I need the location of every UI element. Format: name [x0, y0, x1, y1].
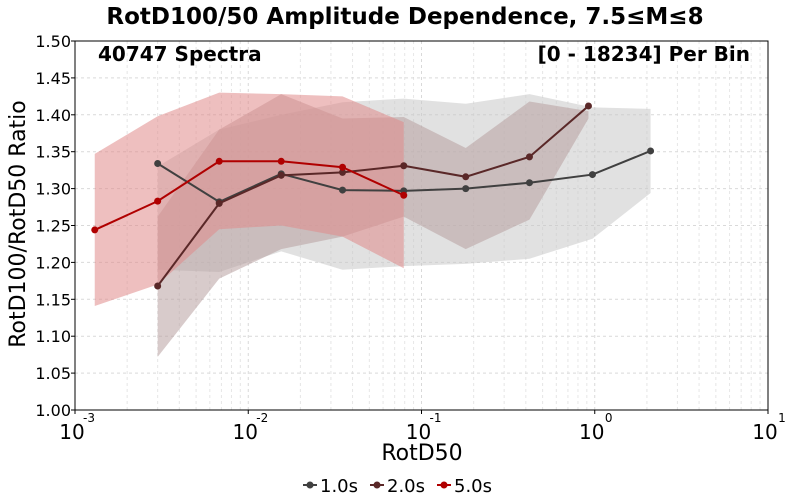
- confidence-bands: [94, 92, 651, 357]
- legend-label-5-0s: 5.0s: [454, 476, 492, 497]
- data-point-2-0s: [400, 162, 408, 170]
- x-tick-label-exponent: 0: [605, 411, 613, 425]
- y-tick-label: 1.40: [35, 106, 71, 125]
- data-point-2-0s: [154, 282, 162, 290]
- y-tick-label: 1.00: [35, 401, 71, 420]
- legend-label-2-0s: 2.0s: [387, 476, 425, 497]
- y-tick-label: 1.45: [35, 69, 71, 88]
- spectra-count-annotation: 40747 Spectra: [98, 42, 262, 66]
- data-point-5-0s: [339, 163, 347, 171]
- x-tick-label-exponent: -1: [430, 411, 442, 425]
- data-point-2-0s: [215, 199, 223, 207]
- legend: 1.0s 2.0s 5.0s: [303, 476, 492, 497]
- y-tick-label: 1.35: [35, 143, 71, 162]
- y-tick-label: 1.25: [35, 217, 71, 236]
- y-tick-label: 1.30: [35, 180, 71, 199]
- per-bin-annotation: [0 - 18234] Per Bin: [538, 42, 750, 66]
- y-tick-label: 1.20: [35, 253, 71, 272]
- chart-title: RotD100/50 Amplitude Dependence, 7.5≤M≤8: [106, 4, 703, 30]
- data-point-1-0s: [154, 160, 162, 168]
- y-tick-label: 1.10: [35, 327, 71, 346]
- y-tick-label: 1.05: [35, 364, 71, 383]
- data-point-5-0s: [277, 157, 285, 165]
- data-point-5-0s: [400, 191, 408, 199]
- data-point-2-0s: [277, 171, 285, 179]
- data-point-2-0s: [584, 102, 592, 110]
- y-axis-ticks: 1.00 1.05 1.10 1.15 1.20 1.25 1.30 1.35 1.40 1.45…: [35, 32, 75, 420]
- data-point-2-0s: [525, 153, 533, 161]
- data-point-1-0s: [339, 186, 347, 194]
- x-tick-label-exponent: -2: [256, 411, 268, 425]
- data-point-1-0s: [525, 179, 533, 187]
- data-point-2-0s: [339, 168, 347, 176]
- y-tick-label: 1.50: [35, 32, 71, 51]
- x-tick-label-base: 10: [752, 420, 777, 444]
- data-point-5-0s: [154, 197, 162, 205]
- legend-label-1-0s: 1.0s: [320, 476, 358, 497]
- x-tick-label-base: 10: [579, 420, 604, 444]
- data-point-1-0s: [462, 185, 470, 193]
- x-axis-label: RotD50: [381, 441, 462, 466]
- x-tick-label-exponent: 1: [778, 411, 786, 425]
- data-point-1-0s: [588, 171, 596, 179]
- y-axis-label: RotD100/RotD50 Ratio: [6, 100, 31, 348]
- x-tick-label-base: 10: [406, 420, 431, 444]
- series-lines: [91, 102, 655, 290]
- band-5-0s: [94, 92, 404, 306]
- data-point-5-0s: [91, 226, 99, 234]
- legend-marker-1-0s: [306, 481, 314, 489]
- y-tick-label: 1.15: [35, 290, 71, 309]
- data-point-1-0s: [647, 147, 655, 155]
- x-tick-label-base: 10: [233, 420, 258, 444]
- series-line-2-0s: [156, 105, 590, 287]
- series-line-5-0s: [94, 160, 405, 231]
- legend-marker-2-0s: [373, 481, 381, 489]
- x-tick-label-base: 10: [59, 420, 84, 444]
- data-point-2-0s: [462, 173, 470, 181]
- legend-marker-5-0s: [440, 481, 448, 489]
- x-tick-label-exponent: -3: [83, 411, 95, 425]
- data-point-5-0s: [215, 157, 223, 165]
